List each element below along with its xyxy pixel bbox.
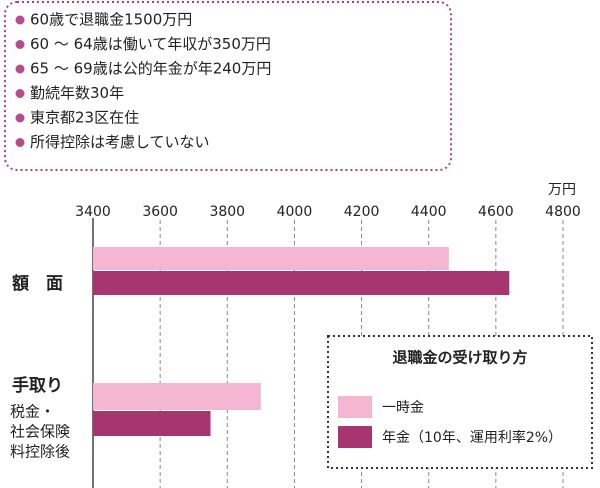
note: 60 ～ 64歳は働いて年収が350万円 [30,35,271,53]
annotation: 料控除後 [10,443,70,461]
bullet [15,64,25,74]
bar [93,411,211,436]
note: 東京都23区在住 [30,109,139,127]
bullet [15,40,25,49]
x-tick-label: 3800 [209,204,245,220]
bullet [15,89,25,98]
category-label: 手取り [12,375,63,396]
notes-box [4,1,452,171]
bar [93,247,449,270]
legend-label: 年金（10年、運用利率2%） [382,429,562,446]
grid: 3400 3600 3800 4000 4200 4400 4600 4800 [75,204,581,488]
bullet [15,138,25,147]
x-tick-label: 4000 [277,204,313,220]
category-label: 額 面 [11,273,63,294]
x-tick-label: 3400 [75,204,111,220]
notes: 60歳で退職金1500万円 60 ～ 64歳は働いて年収が350万円 65 ～ 69… [15,11,271,151]
bullet [15,113,25,123]
unit-label: 万円 [548,182,576,198]
bullet [15,15,25,25]
bar [93,271,510,295]
annotation: 税金・ [10,403,55,421]
legend-swatch [338,426,372,448]
note: 勤続年数30年 [30,84,124,102]
x-tick-label: 3600 [142,204,178,220]
bar [93,383,261,410]
note: 所得控除は考慮していない [30,133,210,151]
annotation: 社会保険 [10,423,70,441]
legend-title: 退職金の受け取り方 [392,349,527,367]
legend-label: 一時金 [382,400,424,416]
bars [93,247,510,436]
x-tick-label: 4400 [411,204,447,220]
x-tick-label: 4600 [478,204,514,220]
note: 65 ～ 69歳は公的年金が年240万円 [30,60,271,78]
note: 60歳で退職金1500万円 [30,11,192,29]
x-tick-label: 4800 [545,204,581,220]
x-tick-label: 4200 [344,204,380,220]
legend-swatch [338,396,372,418]
